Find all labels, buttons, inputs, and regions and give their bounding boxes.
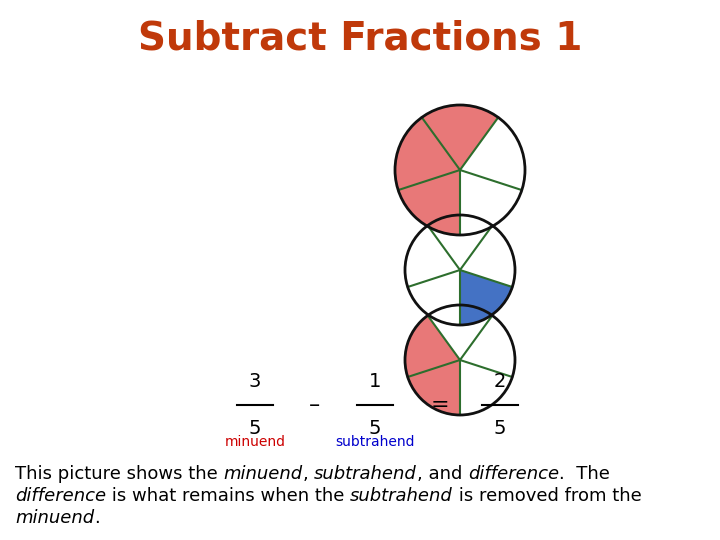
Wedge shape <box>395 117 460 190</box>
Circle shape <box>405 305 515 415</box>
Text: , and: , and <box>417 465 468 483</box>
Text: –: – <box>310 395 320 415</box>
Text: minuend: minuend <box>223 465 302 483</box>
Wedge shape <box>405 315 460 377</box>
Text: is removed from the: is removed from the <box>453 487 642 505</box>
Text: .  The: . The <box>559 465 610 483</box>
Text: 1: 1 <box>369 372 381 391</box>
Text: This picture shows the: This picture shows the <box>15 465 223 483</box>
Text: ,: , <box>302 465 314 483</box>
Wedge shape <box>408 360 460 415</box>
Text: difference: difference <box>15 487 106 505</box>
Text: .: . <box>94 509 100 527</box>
Wedge shape <box>460 270 513 325</box>
Text: =: = <box>431 395 449 415</box>
Text: 5: 5 <box>248 419 261 438</box>
Text: difference: difference <box>468 465 559 483</box>
Text: minuend: minuend <box>15 509 94 527</box>
Text: is what remains when the: is what remains when the <box>106 487 350 505</box>
Text: 5: 5 <box>369 419 382 438</box>
Text: 2: 2 <box>494 372 506 391</box>
Text: 3: 3 <box>249 372 261 391</box>
Text: minuend: minuend <box>225 435 286 449</box>
Wedge shape <box>398 170 460 235</box>
Circle shape <box>395 105 525 235</box>
Text: subtrahend: subtrahend <box>314 465 417 483</box>
Text: 5: 5 <box>494 419 506 438</box>
Text: subtrahend: subtrahend <box>336 435 415 449</box>
Circle shape <box>405 215 515 325</box>
Text: subtrahend: subtrahend <box>350 487 453 505</box>
Wedge shape <box>422 105 498 170</box>
Text: Subtract Fractions 1: Subtract Fractions 1 <box>138 19 582 57</box>
